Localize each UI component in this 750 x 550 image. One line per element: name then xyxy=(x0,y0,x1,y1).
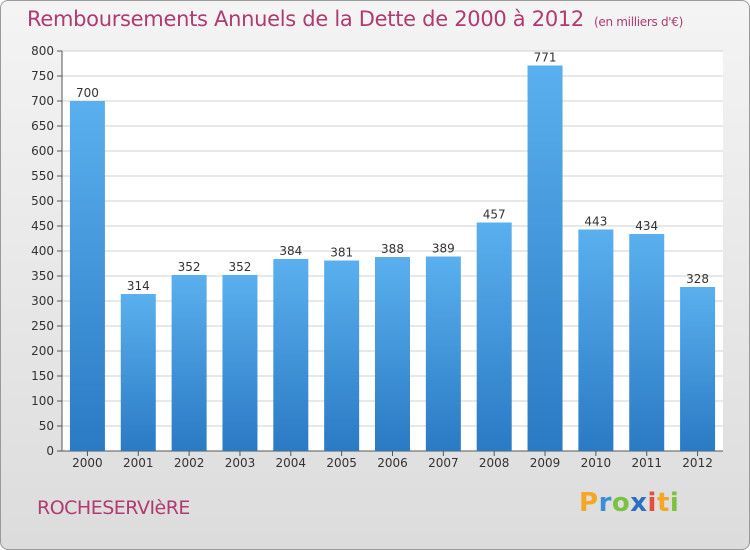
y-tick-label: 300 xyxy=(31,294,54,308)
bar xyxy=(171,275,207,451)
bar xyxy=(375,257,410,451)
y-tick-label: 50 xyxy=(39,419,54,433)
y-tick-label: 650 xyxy=(31,119,54,133)
y-tick-label: 600 xyxy=(31,144,54,158)
x-tick-label: 2001 xyxy=(123,456,154,470)
y-tick-label: 400 xyxy=(31,244,54,258)
commune-name: ROCHESERVIèRE xyxy=(37,497,190,519)
y-tick-label: 250 xyxy=(31,319,54,333)
bar xyxy=(425,256,461,451)
bar-value-label: 314 xyxy=(127,279,150,293)
logo-letter: i xyxy=(647,488,657,518)
bar-value-label: 389 xyxy=(432,242,455,256)
y-tick-label: 550 xyxy=(31,169,54,183)
y-tick-label: 450 xyxy=(31,219,54,233)
bar-value-label: 384 xyxy=(279,244,302,258)
bar xyxy=(629,234,665,451)
x-tick-label: 2012 xyxy=(682,456,713,470)
x-tick-label: 2008 xyxy=(479,456,510,470)
x-tick-label: 2000 xyxy=(72,456,103,470)
y-tick-label: 150 xyxy=(31,369,54,383)
x-tick-label: 2003 xyxy=(225,456,256,470)
x-tick-label: 2010 xyxy=(581,456,612,470)
bar-value-label: 434 xyxy=(635,219,658,233)
bar xyxy=(578,229,614,451)
logo-letter: t xyxy=(656,488,670,518)
x-tick-label: 2004 xyxy=(276,456,307,470)
bar xyxy=(476,222,512,451)
bar xyxy=(680,287,716,451)
bar-value-label: 457 xyxy=(483,208,506,222)
y-tick-label: 0 xyxy=(46,444,54,458)
bar xyxy=(324,260,360,451)
chart-title-text: Remboursements Annuels de la Dette de 20… xyxy=(27,7,584,31)
logo-letter: i xyxy=(669,488,680,518)
bar xyxy=(222,275,258,451)
bar-value-label: 328 xyxy=(686,272,709,286)
logo-letter: r xyxy=(598,488,612,518)
x-tick-label: 2005 xyxy=(326,456,357,470)
bar xyxy=(120,294,156,451)
logo-letter: P xyxy=(579,488,599,518)
x-tick-label: 2007 xyxy=(428,456,459,470)
bar-value-label: 352 xyxy=(229,260,252,274)
bar xyxy=(273,259,309,451)
x-tick-label: 2009 xyxy=(530,456,561,470)
bar-value-label: 771 xyxy=(534,51,557,65)
y-tick-label: 750 xyxy=(31,69,54,83)
bar-value-label: 700 xyxy=(76,86,99,100)
y-tick-label: 800 xyxy=(31,44,54,58)
x-tick-label: 2002 xyxy=(174,456,205,470)
chart-subtitle: (en milliers d'€) xyxy=(594,15,684,29)
bar xyxy=(527,65,563,451)
chart-title: Remboursements Annuels de la Dette de 20… xyxy=(27,7,683,31)
y-tick-label: 200 xyxy=(31,344,54,358)
y-tick-label: 100 xyxy=(31,394,54,408)
proxiti-logo: Proxiti xyxy=(579,488,679,518)
x-tick-label: 2006 xyxy=(377,456,408,470)
logo-letter: x xyxy=(630,488,648,518)
y-tick-label: 350 xyxy=(31,269,54,283)
y-tick-label: 500 xyxy=(31,194,54,208)
bar-value-label: 352 xyxy=(178,260,201,274)
y-tick-label: 700 xyxy=(31,94,54,108)
bar-value-label: 443 xyxy=(584,215,607,229)
logo-letter: o xyxy=(611,488,631,518)
bar xyxy=(69,101,105,451)
bar-value-label: 388 xyxy=(381,242,404,256)
x-tick-label: 2011 xyxy=(631,456,662,470)
bar-value-label: 381 xyxy=(330,246,353,260)
